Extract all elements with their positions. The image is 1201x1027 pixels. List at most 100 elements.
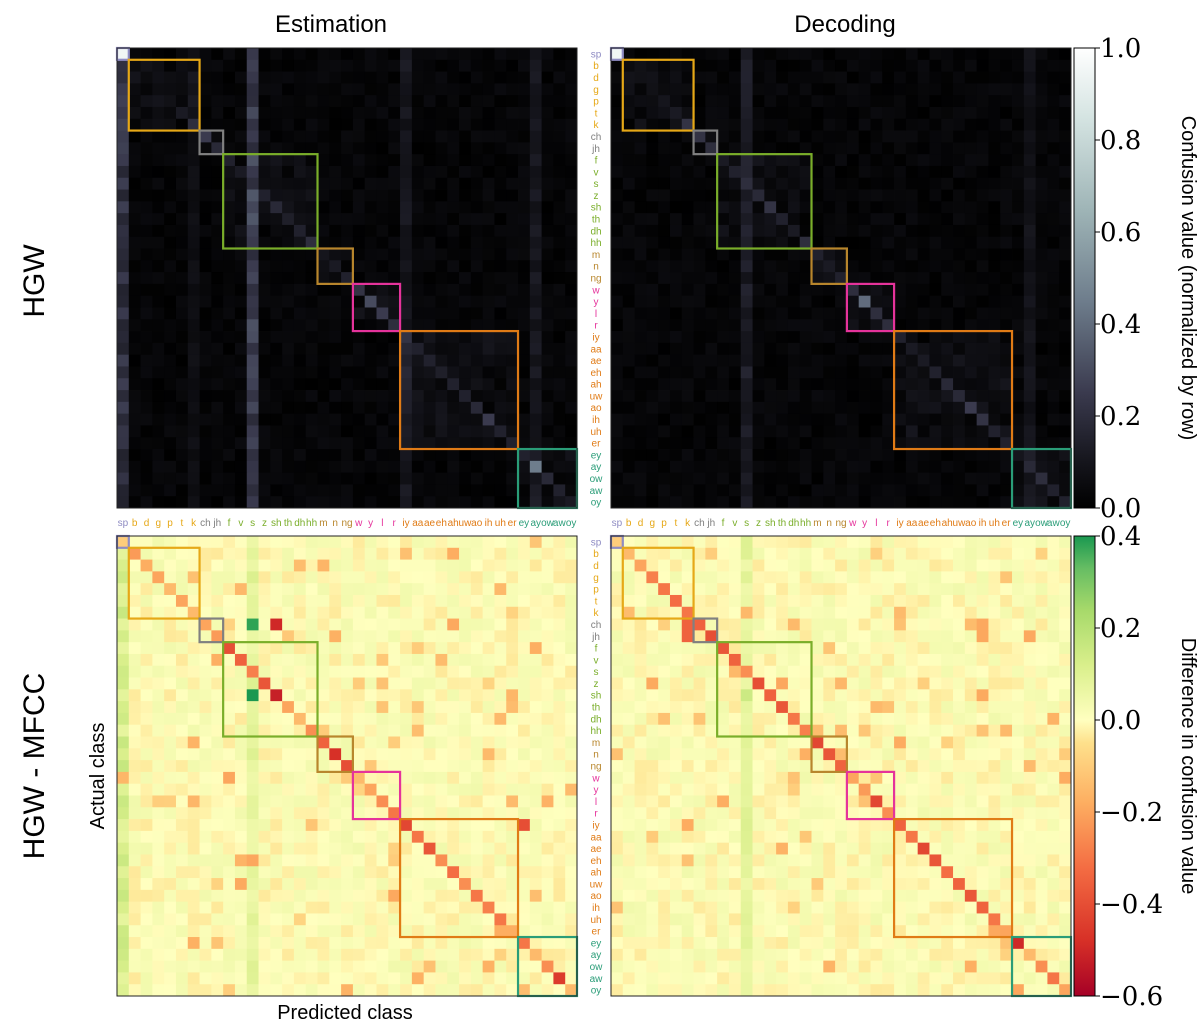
heatmap-cell: [905, 378, 919, 391]
heatmap-cell: [764, 583, 777, 596]
heatmap-cell: [658, 236, 671, 249]
heatmap-cell: [529, 390, 543, 403]
heatmap-cell: [164, 154, 177, 167]
heatmap-cell: [518, 295, 531, 308]
heatmap-cell: [435, 972, 448, 985]
heatmap-cell: [953, 437, 966, 450]
heatmap-cell: [728, 59, 742, 72]
heatmap-cell: [823, 583, 836, 596]
heatmap-cell: [482, 653, 495, 667]
heatmap-cell: [187, 142, 200, 155]
heatmap-cell: [459, 689, 472, 702]
heatmap-cell: [565, 106, 578, 120]
heatmap-cell: [128, 642, 141, 655]
heatmap-cell: [447, 819, 460, 832]
heatmap-cell: [518, 807, 531, 820]
heatmap-cell: [305, 819, 318, 832]
heatmap-cell: [882, 606, 895, 619]
heatmap-cell: [646, 484, 659, 497]
heatmap-cell: [506, 460, 519, 474]
heatmap-cell: [494, 913, 507, 926]
heatmap-cell: [529, 106, 543, 120]
heatmap-cell: [482, 248, 495, 261]
heatmap-cell: [400, 177, 413, 190]
heatmap-cell: [717, 260, 730, 273]
heatmap-cell: [882, 177, 895, 190]
heatmap-cell: [799, 484, 812, 497]
heatmap-cell: [1059, 401, 1072, 415]
heatmap-cell: [352, 331, 366, 344]
heatmap-cell: [541, 606, 554, 619]
heatmap-cell: [1000, 154, 1013, 167]
heatmap-cell: [494, 472, 507, 485]
heatmap-cell: [717, 583, 730, 596]
heatmap-cell: [1035, 642, 1048, 655]
heatmap-cell: [482, 925, 495, 938]
heatmap-cell: [447, 783, 460, 796]
heatmap-cell: [553, 559, 566, 572]
heatmap-cell: [234, 878, 248, 891]
heatmap-cell: [764, 378, 777, 391]
heatmap-cell: [199, 366, 212, 379]
heatmap-cell: [565, 748, 578, 761]
heatmap-cell: [553, 854, 566, 867]
heatmap-cell: [400, 677, 413, 690]
heatmap-cell: [811, 142, 824, 155]
heatmap-cell: [764, 425, 777, 438]
heatmap-cell: [329, 559, 342, 572]
heatmap-cell: [541, 106, 554, 120]
heatmap-cell: [199, 583, 212, 596]
heatmap-cell: [705, 283, 718, 297]
heatmap-cell: [553, 106, 566, 120]
heatmap-cell: [470, 807, 484, 820]
heatmap-cell: [764, 536, 777, 549]
heatmap-cell: [506, 48, 519, 61]
heatmap-cell: [764, 390, 777, 403]
heatmap-cell: [634, 248, 647, 261]
heatmap-cell: [776, 583, 789, 596]
heatmap-cell: [846, 583, 860, 596]
heatmap-cell: [835, 283, 848, 297]
heatmap-cell: [705, 224, 718, 238]
heatmap-cell: [152, 496, 165, 509]
heatmap-cell: [1023, 484, 1037, 497]
heatmap-cell: [187, 866, 200, 879]
heatmap-cell: [140, 189, 153, 202]
heatmap-cell: [929, 496, 942, 509]
heatmap-cell: [128, 889, 141, 903]
heatmap-cell: [553, 984, 566, 997]
heatmap-cell: [953, 272, 966, 285]
heatmap-cell: [459, 224, 472, 238]
heatmap-cell: [352, 536, 366, 549]
heatmap-cell: [117, 878, 130, 891]
heatmap-cell: [953, 547, 966, 560]
heatmap-cell: [175, 71, 189, 84]
heatmap-cell: [976, 472, 989, 485]
heatmap-cell: [541, 177, 554, 190]
heatmap-cell: [376, 618, 389, 631]
heatmap-cell: [317, 925, 330, 938]
heatmap-cell: [776, 224, 789, 238]
heatmap-cell: [376, 972, 389, 985]
heatmap-cell: [270, 760, 283, 773]
heatmap-cell: [411, 118, 425, 131]
heatmap-cell: [541, 547, 554, 560]
heatmap-cell: [494, 342, 507, 356]
heatmap-cell: [459, 260, 472, 273]
heatmap-cell: [799, 390, 812, 403]
heatmap-cell: [270, 319, 283, 332]
heatmap-cell: [364, 95, 377, 108]
y-axis-label: Actual class: [87, 723, 109, 830]
heatmap-cell: [199, 154, 212, 167]
heatmap-cell: [199, 59, 212, 72]
heatmap-cell: [175, 665, 189, 678]
heatmap-cell: [693, 283, 706, 297]
heatmap-cell: [211, 760, 224, 773]
heatmap-cell: [835, 413, 848, 426]
heatmap-cell: [211, 642, 224, 655]
heatmap-cell: [223, 677, 236, 690]
heatmap-cell: [1059, 496, 1072, 509]
heatmap-cell: [423, 272, 436, 285]
heatmap-cell: [658, 642, 671, 655]
heatmap-cell: [152, 606, 165, 619]
